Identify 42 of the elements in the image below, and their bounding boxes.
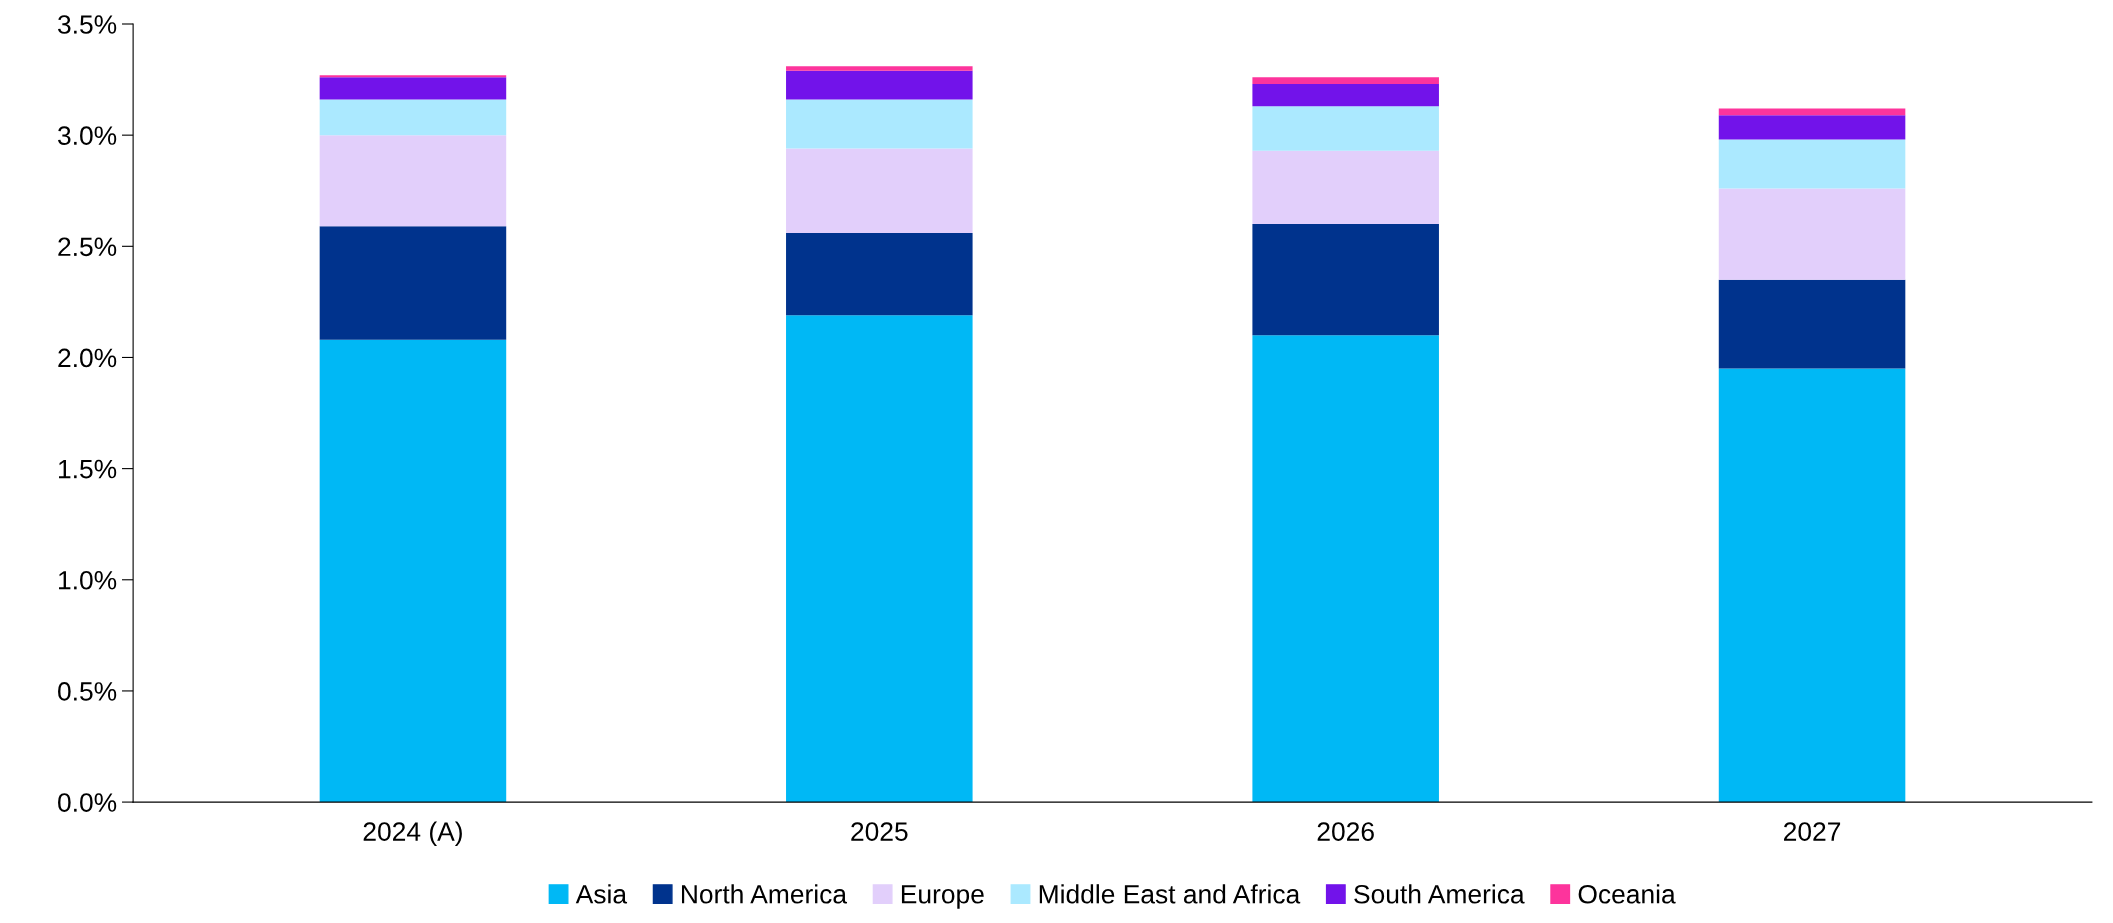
bar	[1252, 106, 1439, 151]
bar	[786, 148, 973, 233]
y-tick-label: 1.5%	[59, 459, 117, 479]
y-tick-label: 2.5%	[58, 237, 117, 257]
bar	[319, 226, 507, 340]
bar	[786, 66, 973, 71]
y-tick-label: 2.0%	[58, 348, 117, 368]
bar	[1252, 77, 1439, 85]
bar	[1252, 150, 1439, 225]
y-tick-label: 0.5%	[58, 682, 117, 701]
x-tick-label: 2024 (A)	[363, 821, 462, 847]
bar	[1252, 335, 1439, 803]
bar	[319, 75, 507, 78]
bar	[1718, 279, 1906, 369]
bar	[1252, 224, 1439, 336]
bar	[319, 99, 507, 136]
legend-label: Asia	[575, 884, 628, 904]
bar	[1252, 84, 1439, 107]
legend-label: Europe	[901, 885, 984, 909]
bar	[1718, 188, 1906, 280]
x-tick-label: 2026	[1317, 822, 1374, 841]
x-tick-label: 2027	[1784, 822, 1841, 841]
y-tick-label: 3.0%	[58, 126, 117, 145]
legend-label: South America	[1354, 884, 1525, 904]
bar	[1718, 139, 1906, 189]
bar	[1718, 368, 1906, 803]
legend-label: Oceania	[1578, 884, 1676, 904]
bar	[786, 70, 973, 100]
bar	[1718, 115, 1906, 140]
legend-label: North America	[681, 884, 848, 904]
bar	[319, 77, 507, 100]
bar	[786, 232, 973, 316]
bar	[1718, 108, 1906, 116]
legend-label: Middle East and Africa	[1039, 884, 1301, 904]
bar	[786, 315, 973, 803]
y-tick-label: 0.0%	[58, 793, 117, 812]
bar	[319, 339, 507, 803]
y-tick-label: 1.0%	[59, 570, 117, 590]
x-tick-label: 2025	[851, 822, 908, 841]
bar	[319, 135, 507, 227]
y-tick-label: 3.5%	[58, 15, 117, 34]
bar	[786, 99, 973, 149]
